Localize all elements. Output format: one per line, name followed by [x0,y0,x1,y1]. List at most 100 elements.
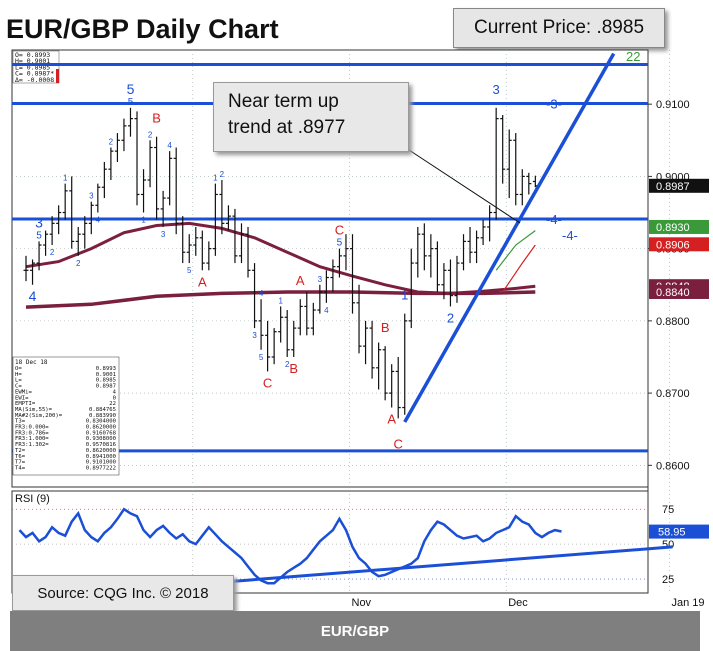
subwave-label: 3 [318,275,323,284]
wave-label: B [289,361,298,376]
ohlc-info-frame [12,50,60,84]
rsi-support-line [208,545,673,585]
ohlc-bar [225,205,231,231]
level-label: -4- [546,212,562,227]
subwave-label: 3 [89,192,94,201]
red-band-line [502,244,536,293]
ohlc-bar [114,133,120,162]
ohlc-bar [447,259,453,307]
rsi-value-tag: 58.95 [649,524,709,539]
data-window-value: 0.8620000 [86,448,116,454]
ohlc-bar [180,216,186,264]
subwave-label: 2 [285,360,290,369]
ohlc-bar [69,176,75,249]
price-tag-label: 0.8906 [656,239,690,251]
rsi-tick-label: 75 [662,504,674,516]
data-window-key: L= [15,378,22,384]
wave-label: 3 [493,82,500,97]
ohlc-bar [428,234,434,278]
ohlc-bar [212,183,218,256]
ohlc-bar [219,180,225,235]
ohlc-info-line: C= 0.8987* [15,70,54,78]
data-window-key: EMPTI= [15,401,36,407]
subwave-label: 1 [63,174,68,183]
ohlc-bar [402,313,408,415]
ohlc-bar [108,147,114,181]
ohlc-info-line: L= 0.8985 [15,63,50,71]
price-tag: 0.8906 [649,237,709,252]
data-window-key: EWI= [15,395,29,401]
data-window-frame [12,356,120,476]
wave-label: 5 [128,97,134,108]
ohlc-info-line: Δ= -0.0008 [15,76,54,84]
data-window: 18 Dec 18O= 0.8993 H= 0.9001 L= 0.8985 C= 0.898… [12,356,120,476]
data-window-value: 0.8304000 [86,419,116,425]
ohlc-bar [310,302,316,336]
wave-label: 4 [29,288,37,304]
ma55-line [25,221,536,295]
ohlc-bar [127,107,133,137]
ohlc-bar [389,364,395,408]
level-label: -4- [562,228,578,243]
data-window-key: FR3:1.302= [15,442,49,448]
ohlc-bar [258,299,264,350]
wave-label: 22 [626,49,640,64]
price-tag-bg [649,237,709,252]
ohlc-bar [49,216,55,246]
ohlc-bar [467,226,473,264]
ohlc-bar [343,234,349,271]
data-window-value: 22 [109,401,116,407]
price-tag: 0.8840 [649,284,709,299]
subwave-label: 2 [76,259,81,268]
wave-label: B [152,111,161,126]
data-window-key: MA(Sim,55)= [15,407,53,413]
ohlc-bar [526,172,532,195]
ohlc-bar [30,259,36,285]
ohlc-bar [284,310,290,357]
subwave-label: 2 [148,130,153,139]
ohlc-bar [474,230,480,264]
subwave-label: 1 [141,216,146,225]
ohlc-bar [330,259,336,292]
subwave-label: 5 [259,353,264,362]
ohlc-bar [199,230,205,271]
data-window-key: C= [15,384,22,390]
wave-label: 5 [36,230,42,241]
data-window-value: 0.8987 [96,384,116,390]
price-tag-label: 0.8840 [656,287,690,299]
ohlc-bar [265,320,271,372]
wave-label: C [263,375,272,390]
ohlc-bar [317,284,323,314]
current-price-label: Current Price: .8985 [473,17,645,38]
price-tag-bg [649,284,709,299]
ohlc-bar [487,205,493,242]
data-window-value: 0.883990 [89,413,116,419]
price-tag: 0.8987 [649,178,709,193]
price-tag-label: 0.8930 [656,222,690,234]
data-window-key: EWMi= [15,389,32,395]
data-window-value: 0.9001 [96,372,116,378]
ohlc-bar [369,320,375,379]
source-credit: Source: CQG Inc. © 2018 [12,575,234,611]
data-window-value: 0.884765 [89,407,116,413]
ohlc-bar [500,115,506,184]
price-tag-bg [649,178,709,193]
data-window-value: 0.8985 [96,378,116,384]
ohlc-bar [506,129,512,199]
subwave-label: 3 [252,331,257,340]
data-window-value: 0.9160768 [86,430,117,436]
data-window-key: FR3:0.000= [15,425,49,431]
ohlc-bar [304,291,310,336]
data-window-value: 4 [113,389,117,395]
x-axis-label: Jan 19 [671,597,704,609]
wave-label: A [198,274,207,289]
ohlc-bar [493,107,499,220]
ohlc-bar [82,216,88,249]
wave-label: 1 [401,288,408,303]
ohlc-bar [36,241,42,271]
data-window-key: T6= [15,454,26,460]
ohlc-bar [336,248,342,278]
ohlc-info-marker [56,69,59,83]
data-window-value: 0.8977222 [86,465,116,471]
ohlc-bar [186,234,192,264]
